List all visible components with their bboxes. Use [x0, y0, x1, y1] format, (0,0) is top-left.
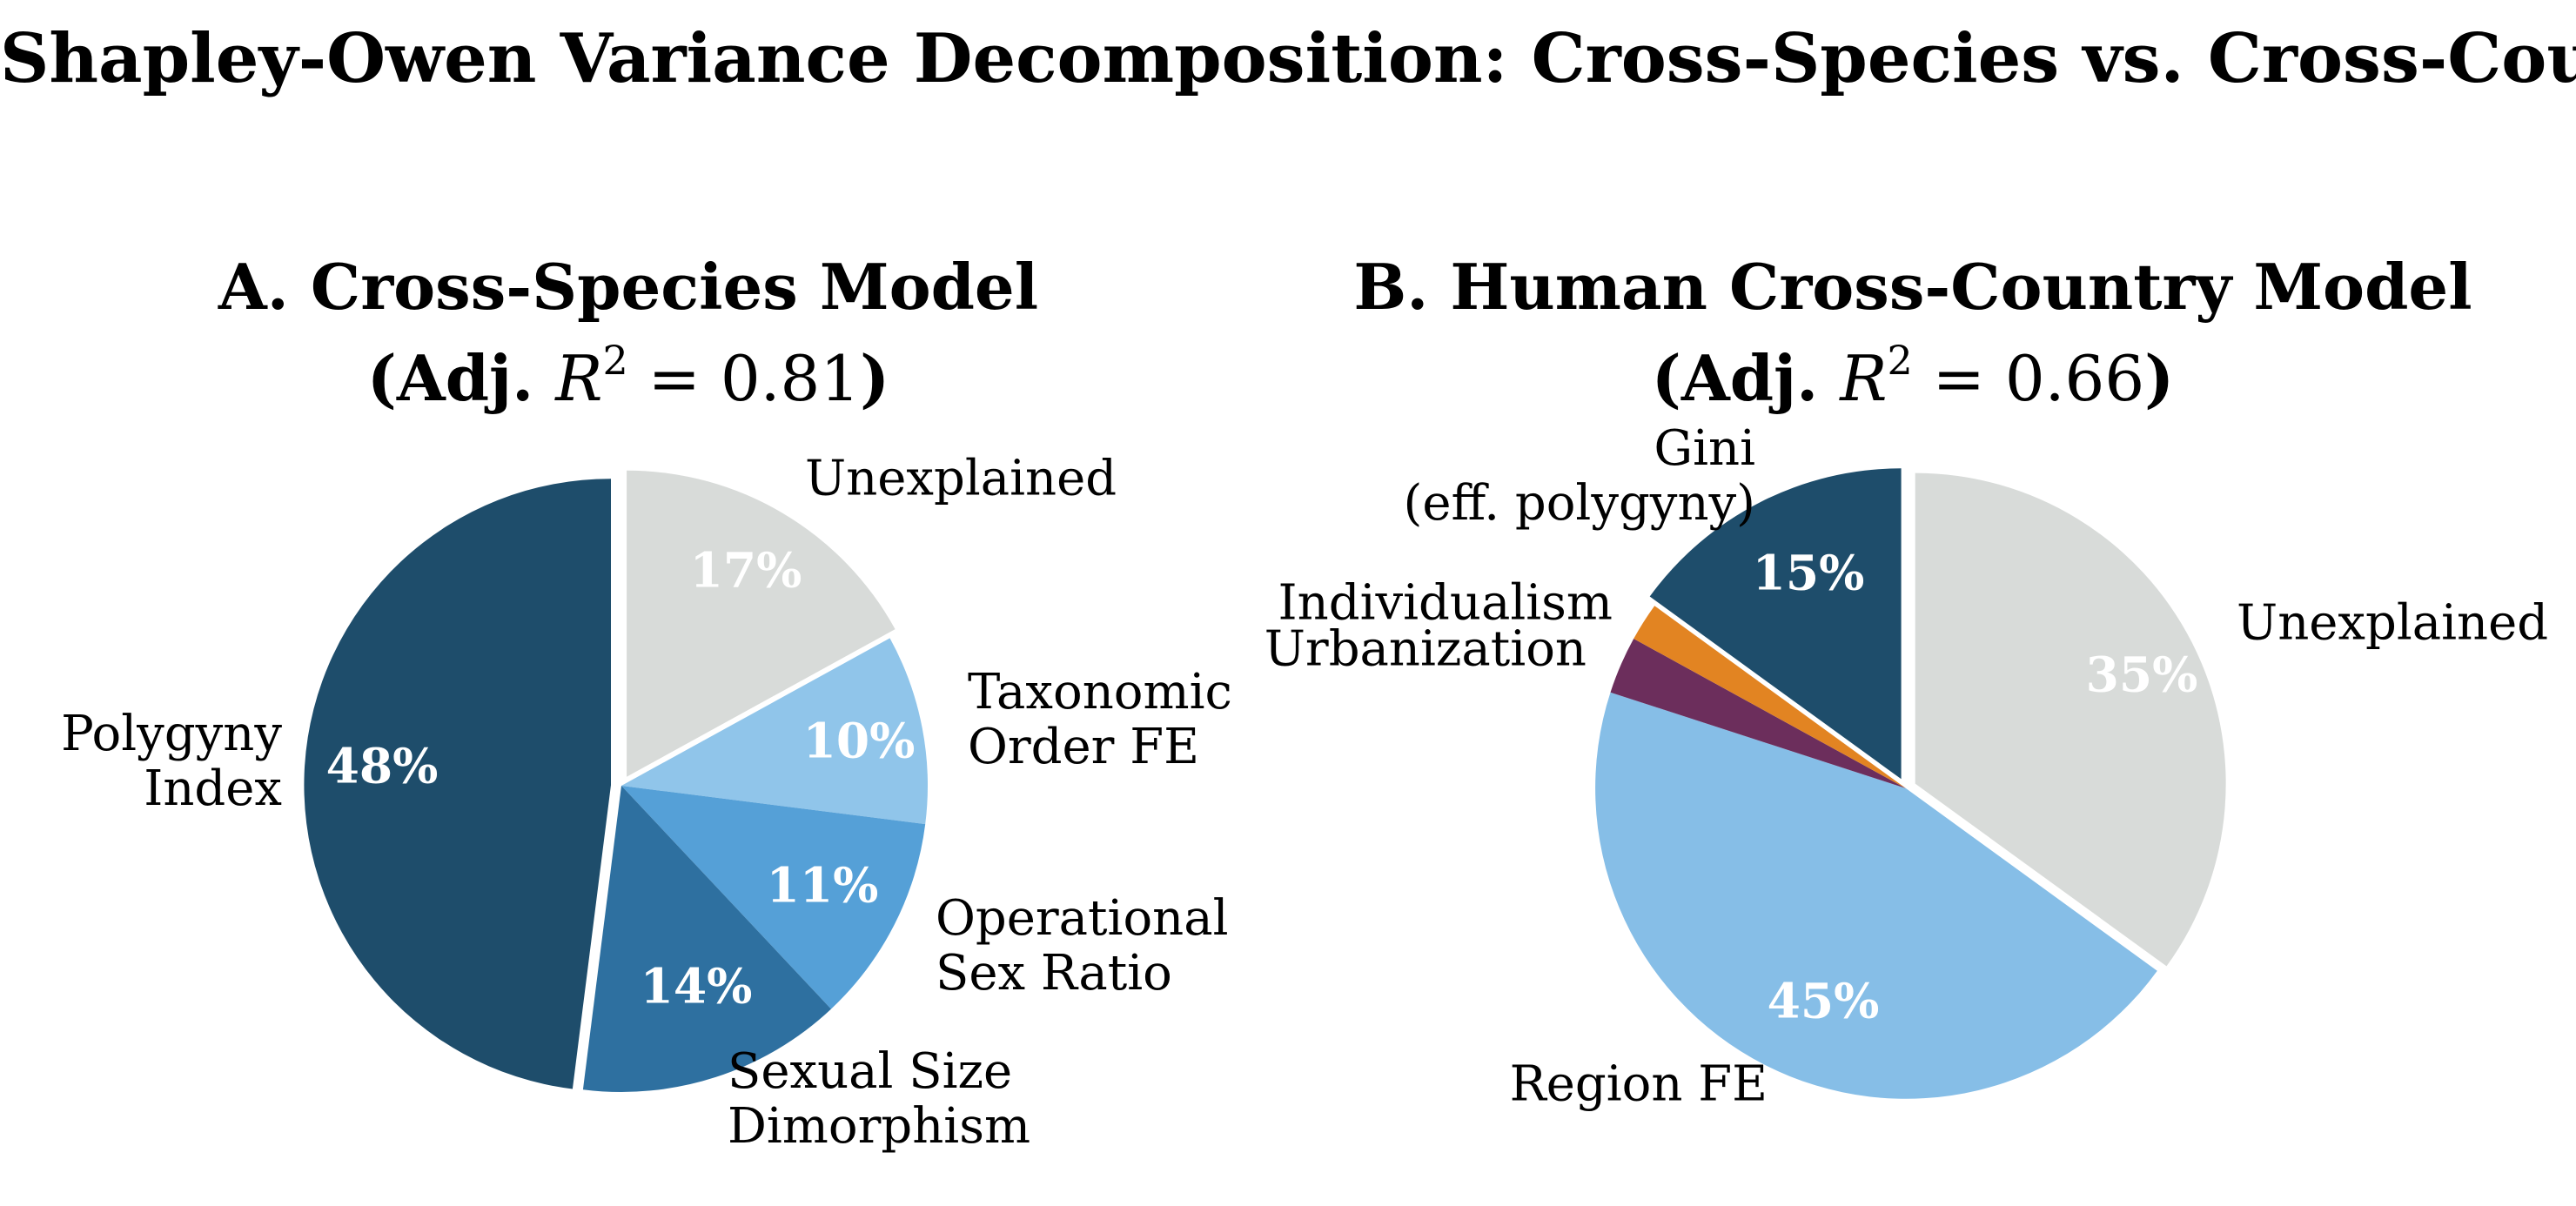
slice-label-polygyny-index: Polygyny Index	[61, 706, 282, 817]
pct-label-unexplained-a: 17%	[689, 541, 802, 599]
pct-label-region-fe-b: 45%	[1767, 972, 1880, 1029]
pie-a	[304, 470, 928, 1092]
slice-label-operational-sex-ratio: Operational Sex Ratio	[936, 890, 1229, 1002]
slice-label-urbanization: Urbanization	[1264, 620, 1587, 678]
pie-b-slice-gini-eff-polygyny	[1649, 468, 1902, 780]
pie-b-slice-urbanization	[1610, 639, 1906, 788]
r-squared-value: = 0.81	[627, 342, 861, 415]
pct-label-gini-eff-polygyny-b: 15%	[1752, 544, 1865, 601]
figure-title: Shapley-Owen Variance Decomposition: Cro…	[0, 19, 2576, 98]
pct-label-sexual-size-dimorphism-a: 14%	[640, 957, 753, 1015]
panel-a-title: A. Cross-Species Model	[218, 250, 1039, 324]
r-squared-value: = 0.66	[1912, 342, 2145, 415]
panel-a-subtitle: (Adj. R2 = 0.81)	[366, 337, 890, 415]
slice-label-unexplained: Unexplained	[805, 450, 1117, 507]
panel-b-header: B. Human Cross-Country Model (Adj. R2 = …	[1347, 250, 2479, 416]
pie-b-slice-region-fe	[1595, 692, 2157, 1099]
pie-a-slice-unexplained	[627, 470, 896, 777]
panel-a-header: A. Cross-Species Model (Adj. R2 = 0.81)	[63, 250, 1194, 416]
pct-label-polygyny-index-a: 48%	[325, 737, 439, 794]
pie-a-slice-operational-sex-ratio	[621, 786, 926, 1009]
slice-label-unexplained: Unexplained	[2237, 594, 2549, 652]
pct-label-unexplained-b: 35%	[2085, 646, 2198, 703]
pie-b-slice-individualism	[1633, 606, 1906, 788]
pie-a-slice-sexual-size-dimorphism	[582, 786, 831, 1092]
panel-b-subtitle: (Adj. R2 = 0.66)	[1651, 337, 2175, 415]
r-squared-symbol: R	[1840, 342, 1888, 415]
r-squared-symbol: R	[555, 342, 603, 415]
slice-label-sexual-size-dimorphism: Sexual Size Dimorphism	[728, 1043, 1031, 1155]
r-squared-exponent: 2	[602, 337, 628, 384]
pie-a-slice-taxonomic-order-fe	[621, 638, 928, 825]
pie-b	[1595, 468, 2226, 1099]
pct-label-taxonomic-order-fe-a: 10%	[802, 712, 916, 769]
panel-b-title: B. Human Cross-Country Model	[1353, 250, 2472, 324]
r-squared-exponent: 2	[1887, 337, 1913, 384]
pct-label-operational-sex-ratio-a: 11%	[766, 856, 879, 914]
slice-label-region-fe: Region FE	[1509, 1055, 1768, 1113]
slice-label-taxonomic-order-fe: Taxonomic Order FE	[968, 664, 1232, 775]
pie-a-slice-polygyny-index	[304, 479, 611, 1089]
slice-label-individualism: Individualism	[1278, 574, 1613, 632]
pie-b-slice-unexplained	[1915, 472, 2226, 967]
slice-label-gini-eff-polygyny: Gini (eff. polygyny)	[1403, 420, 1755, 532]
